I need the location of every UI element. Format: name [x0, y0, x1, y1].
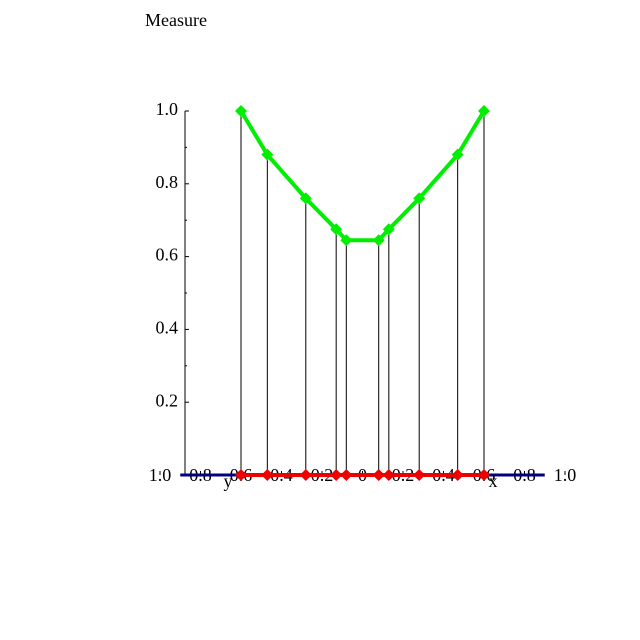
point	[261, 469, 274, 481]
y-tick-label: 0.6	[156, 245, 179, 265]
point	[382, 469, 395, 481]
y-tick-label: 0.8	[156, 172, 179, 192]
series-line	[239, 109, 486, 243]
chart-title: Measure	[145, 10, 207, 30]
y-tick-label: 0.4	[156, 318, 179, 338]
point	[413, 469, 426, 481]
point	[413, 192, 426, 205]
point	[478, 469, 490, 481]
x-tick-label: 1.0	[554, 465, 577, 485]
point	[451, 469, 464, 481]
point	[330, 223, 343, 236]
point	[330, 469, 343, 481]
point	[372, 234, 385, 247]
point	[340, 469, 353, 481]
y-axis-label: y	[224, 471, 233, 491]
point	[372, 469, 385, 481]
point	[478, 105, 490, 117]
x-axis-label: x	[489, 471, 498, 491]
point	[235, 105, 247, 117]
y-tick-label: 1.0	[156, 99, 179, 119]
y-tick-label: 0.2	[156, 390, 179, 410]
x-tick-label: 1.0	[149, 465, 172, 485]
point	[299, 469, 312, 481]
point	[451, 148, 464, 161]
point	[261, 148, 274, 161]
point	[235, 469, 247, 481]
point	[340, 234, 353, 247]
point	[299, 192, 312, 205]
point	[382, 223, 395, 236]
